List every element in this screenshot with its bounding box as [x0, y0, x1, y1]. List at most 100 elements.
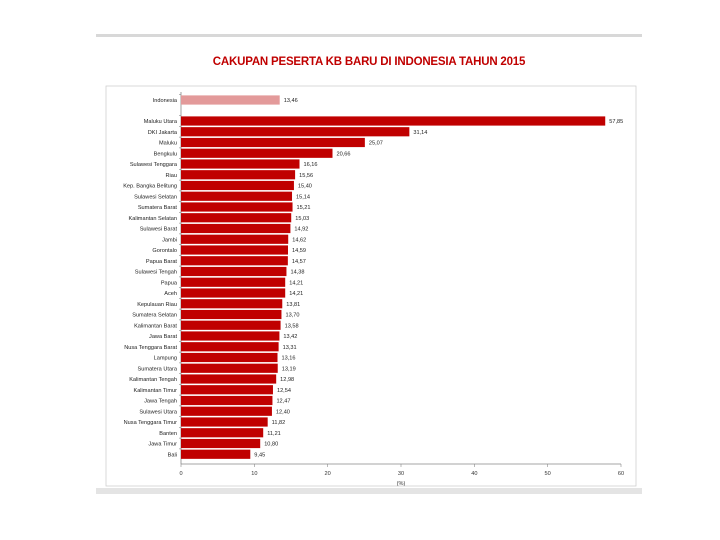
value-label-1: 31,14	[413, 130, 427, 136]
bar-national	[181, 95, 280, 105]
value-label-31: 9,45	[254, 452, 265, 458]
value-label-25: 12,54	[277, 388, 291, 394]
category-label-26: Jawa Tengah	[144, 399, 177, 405]
bar-4	[181, 159, 300, 169]
category-label-national: Indonesia	[153, 98, 178, 104]
bar-3	[181, 148, 333, 158]
category-label-10: Sulawesi Barat	[140, 227, 178, 233]
bar-10	[181, 223, 291, 234]
bar-25	[181, 385, 273, 395]
value-label-18: 13,70	[285, 313, 299, 319]
x-ticks-group: 0 10 20 30 40 50 60	[179, 464, 624, 477]
bar-1	[181, 127, 410, 137]
value-label-26: 12,47	[276, 399, 290, 405]
category-label-1: DKI Jakarta	[148, 130, 178, 136]
value-label-28: 11,82	[272, 420, 286, 426]
value-label-12: 14,59	[292, 248, 306, 254]
category-label-19: Kalimantan Barat	[134, 323, 177, 329]
category-label-21: Nusa Tenggara Barat	[124, 345, 177, 351]
category-label-28: Nusa Tenggara Timur	[124, 420, 178, 426]
value-label-21: 13,31	[283, 345, 297, 351]
bar-18	[181, 309, 282, 320]
value-label-23: 13,19	[282, 366, 296, 372]
value-label-30: 10,80	[264, 442, 278, 448]
chart-title: CAKUPAN PESERTA KB BARU DI INDONESIA TAH…	[212, 56, 526, 68]
category-label-5: Riau	[165, 173, 177, 179]
bar-2	[181, 137, 365, 148]
top-divider	[96, 34, 642, 37]
value-label-16: 14,21	[289, 291, 303, 297]
bar-8	[181, 202, 293, 212]
bar-7	[181, 191, 293, 201]
category-label-22: Lampung	[154, 356, 177, 362]
category-label-9: Kalimantan Selatan	[128, 216, 177, 222]
bottom-divider	[96, 488, 642, 494]
value-label-14: 14,38	[290, 270, 304, 276]
category-label-15: Papua	[161, 280, 178, 286]
value-label-3: 20,66	[337, 151, 351, 157]
bar-27	[181, 406, 272, 416]
x-tick-label-5: 50	[545, 471, 551, 477]
bar-30	[181, 438, 261, 449]
category-label-8: Sumatera Barat	[138, 205, 178, 211]
category-label-6: Kep. Bangka Belitung	[123, 184, 177, 190]
value-label-10: 14,92	[294, 227, 308, 233]
x-axis-title: (%)	[397, 481, 406, 487]
value-label-20: 13,42	[283, 334, 297, 340]
bar-21	[181, 342, 279, 352]
category-label-3: Bengkulu	[154, 151, 177, 157]
category-label-18: Sumatera Selatan	[132, 313, 177, 319]
category-label-0: Maluku Utara	[144, 119, 178, 125]
value-label-national: 13,46	[284, 98, 298, 104]
bar-13	[181, 256, 288, 266]
bar-16	[181, 288, 286, 298]
x-tick-label-1: 10	[251, 471, 257, 477]
category-label-20: Jawa Barat	[149, 334, 177, 340]
category-label-4: Sulawesi Tenggara	[130, 162, 178, 168]
category-label-27: Sulawesi Utara	[139, 409, 178, 415]
category-label-11: Jambi	[162, 237, 177, 243]
category-label-12: Gorontalo	[152, 248, 177, 254]
category-label-13: Papua Barat	[146, 259, 178, 265]
x-tick-label-6: 60	[618, 471, 624, 477]
bar-24	[181, 374, 277, 384]
value-label-15: 14,21	[289, 280, 303, 286]
bar-14	[181, 266, 287, 277]
x-tick-label-4: 40	[471, 471, 477, 477]
value-label-22: 13,16	[282, 356, 296, 362]
category-label-14: Sulawesi Tengah	[135, 270, 177, 276]
category-label-29: Banten	[159, 431, 177, 437]
category-label-2: Maluku	[159, 141, 177, 147]
value-label-0: 57,85	[609, 119, 623, 125]
value-label-8: 15,21	[297, 205, 311, 211]
value-label-6: 15,40	[298, 184, 312, 190]
bar-17	[181, 299, 283, 309]
bar-28	[181, 417, 268, 427]
category-label-25: Kalimantan Timur	[133, 388, 177, 394]
value-label-19: 13,58	[285, 323, 299, 329]
bar-5	[181, 170, 296, 180]
value-label-27: 12,40	[276, 409, 290, 415]
value-label-7: 15,14	[296, 194, 310, 200]
bar-29	[181, 428, 264, 438]
bar-20	[181, 331, 280, 341]
bar-12	[181, 245, 288, 255]
category-label-30: Jawa Timur	[148, 442, 177, 448]
bar-26	[181, 395, 273, 406]
category-label-31: Bali	[168, 452, 177, 458]
x-tick-label-2: 20	[325, 471, 331, 477]
value-label-9: 15,03	[295, 216, 309, 222]
value-label-11: 14,62	[292, 237, 306, 243]
category-label-23: Sumatera Utara	[138, 366, 178, 372]
value-label-17: 13,81	[286, 302, 300, 308]
value-label-2: 25,07	[369, 141, 383, 147]
bars-group: Indonesia 13,46 Maluku Utara 57,85 DKI Jakar…	[123, 94, 623, 459]
x-tick-label-3: 30	[398, 471, 404, 477]
value-label-4: 16,16	[304, 162, 318, 168]
category-label-17: Kepulauan Riau	[137, 302, 177, 308]
value-label-24: 12,98	[280, 377, 294, 383]
bar-19	[181, 320, 281, 330]
category-label-24: Kalimantan Tengah	[129, 377, 177, 383]
category-label-16: Aceh	[164, 291, 177, 297]
